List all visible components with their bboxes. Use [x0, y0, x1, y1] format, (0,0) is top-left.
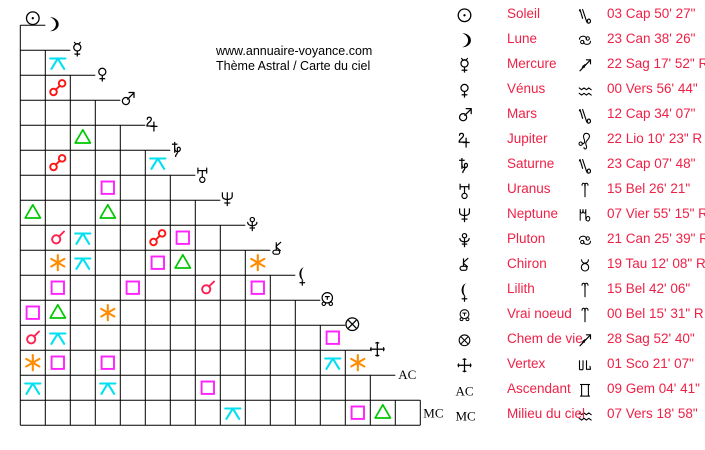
- svg-text:MC: MC: [456, 408, 476, 423]
- svg-text:AC: AC: [398, 367, 416, 382]
- svg-text:AC: AC: [456, 383, 474, 398]
- svg-text:MC: MC: [423, 406, 443, 421]
